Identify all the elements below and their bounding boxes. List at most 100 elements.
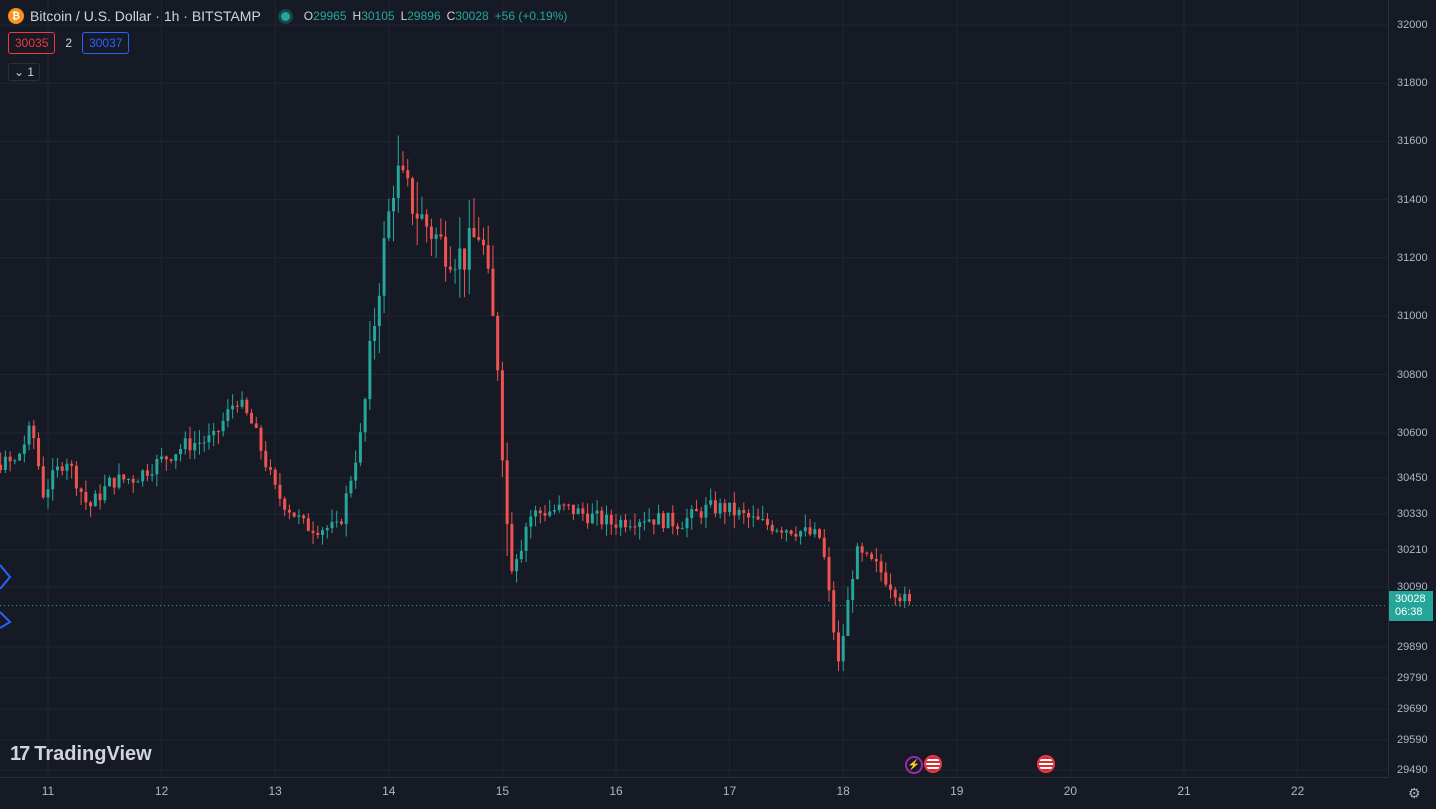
us-flag-icon[interactable] — [924, 755, 942, 773]
buy-sell-panel: 30035 2 30037 — [8, 32, 130, 54]
candle-body — [477, 237, 481, 240]
candle-body — [41, 466, 45, 498]
time-tick-label: 17 — [722, 784, 737, 798]
candle-body — [486, 245, 490, 269]
time-tick-label: 19 — [950, 784, 964, 798]
price-tick-label: 30330 — [1397, 508, 1428, 520]
drawing-marker[interactable] — [0, 611, 12, 629]
bar-countdown: 06:38 — [1395, 605, 1423, 618]
candle-body — [344, 493, 348, 524]
lightning-icon[interactable]: ⚡ — [905, 756, 923, 774]
candle-body — [316, 532, 320, 535]
price-tick-label: 30090 — [1397, 581, 1428, 593]
candle-body — [803, 527, 807, 532]
price-tick-label: 29890 — [1397, 641, 1428, 653]
candle-body — [576, 508, 580, 515]
price-tick-label: 31800 — [1397, 77, 1428, 90]
candle-body — [666, 512, 670, 529]
candle-body — [865, 552, 869, 554]
candle-body — [122, 474, 126, 480]
buy-button[interactable]: 30037 — [82, 32, 130, 54]
candle-body — [401, 165, 405, 171]
symbol-title[interactable]: Bitcoin / U.S. Dollar · 1h · BITSTAMP — [30, 8, 261, 24]
candle-body — [619, 519, 623, 528]
candle-body — [874, 558, 878, 562]
candle-body — [283, 498, 287, 510]
chevron-down-icon: ⌄ — [14, 65, 25, 79]
time-tick-label: 16 — [609, 784, 623, 798]
candle-body — [169, 459, 173, 461]
candle-body — [600, 510, 604, 525]
last-price-badge: 30028 06:38 — [1389, 590, 1433, 621]
candle-body — [70, 463, 74, 466]
spread-value: 2 — [65, 36, 73, 50]
candle-body — [335, 521, 339, 523]
candle-body — [254, 423, 258, 428]
indicators-toggle-button[interactable]: ⌄ 1 — [8, 63, 41, 81]
candle-body — [519, 550, 523, 560]
price-tick-label: 29690 — [1397, 703, 1428, 715]
candle-body — [415, 213, 419, 219]
candle-body — [429, 226, 433, 239]
candle-body — [145, 470, 149, 476]
candle-body — [713, 500, 717, 514]
tradingview-logo[interactable]: 17 TradingView — [10, 743, 152, 766]
candle-body — [89, 502, 93, 507]
candle-body — [179, 448, 183, 455]
drawing-marker[interactable] — [0, 564, 12, 590]
price-tick-label: 31200 — [1397, 251, 1428, 264]
symbol-legend[interactable]: ₿ Bitcoin / U.S. Dollar · 1h · BITSTAMP … — [8, 8, 567, 24]
candle-body — [718, 503, 722, 514]
time-tick-label: 21 — [1177, 784, 1191, 798]
candle-body — [136, 481, 140, 483]
candle-body — [325, 528, 329, 531]
candle-body — [709, 500, 713, 505]
candle-body — [467, 227, 471, 270]
gear-icon[interactable]: ⚙ — [1408, 785, 1421, 801]
candle-body — [889, 584, 893, 590]
candle-body — [841, 635, 845, 662]
candle-body — [420, 214, 424, 219]
candle-body — [84, 491, 88, 503]
candle-body — [723, 503, 727, 513]
candle-body — [770, 525, 774, 532]
candle-body — [699, 511, 703, 518]
candle-body — [108, 477, 112, 487]
candle-body — [534, 510, 538, 517]
candle-body — [903, 593, 907, 602]
candle-body — [103, 486, 107, 501]
candle-body — [406, 170, 410, 179]
candle-body — [728, 502, 732, 513]
us-flag-icon[interactable] — [1037, 755, 1055, 773]
time-tick-label: 13 — [268, 784, 282, 798]
price-chart[interactable] — [0, 0, 1388, 777]
candle-body — [510, 524, 514, 572]
candle-body — [439, 234, 443, 237]
time-tick-label: 14 — [382, 784, 396, 798]
candle-body — [860, 546, 864, 553]
candle-body — [448, 266, 452, 270]
candle-body — [74, 465, 78, 489]
time-axis[interactable]: 11 12 13 14 15 16 17 18 19 20 21 22 — [0, 777, 1388, 809]
candle-body — [287, 509, 291, 513]
candle-body — [306, 518, 310, 531]
candle-body — [605, 514, 609, 525]
candle-body — [893, 589, 897, 598]
market-status-icon[interactable] — [280, 11, 290, 21]
candle-body — [614, 524, 618, 528]
candle-body — [907, 593, 911, 602]
candle-body — [27, 425, 31, 445]
time-tick-label: 11 — [41, 784, 55, 798]
candle-body — [529, 516, 533, 527]
candle-body — [65, 463, 69, 471]
candle-body — [382, 238, 386, 296]
sell-button[interactable]: 30035 — [8, 32, 56, 54]
candle-body — [453, 269, 457, 271]
candle-body — [8, 456, 12, 462]
candle-body — [264, 450, 268, 468]
price-axis[interactable]: 32000 31800 31600 31400 31200 31000 30800 30600… — [1388, 0, 1436, 777]
candle-body — [0, 464, 3, 470]
candle-body — [79, 488, 83, 492]
candle-body — [628, 526, 632, 528]
candle-body — [647, 519, 651, 522]
